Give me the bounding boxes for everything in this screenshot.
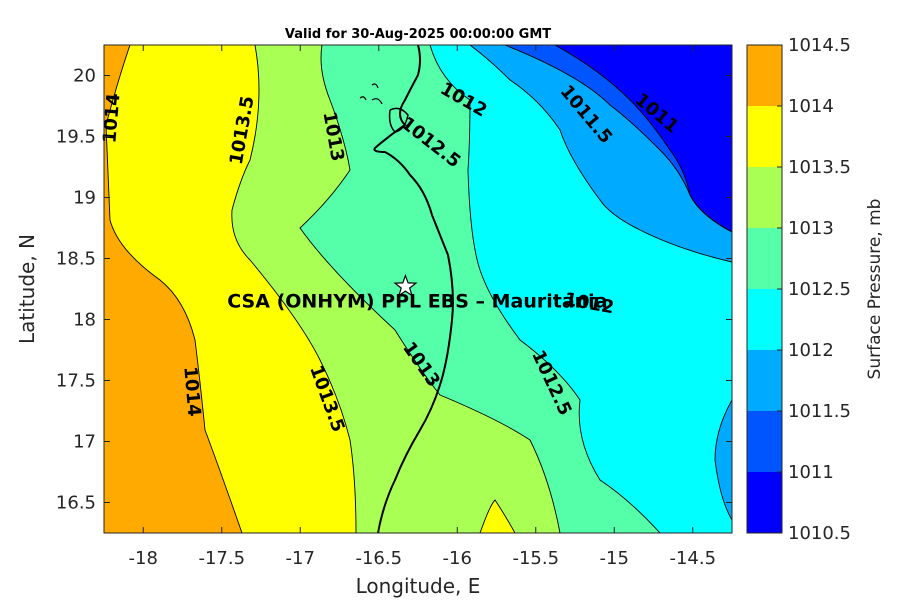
y-tick-label: 19	[73, 188, 96, 209]
x-tick-label: -17	[286, 548, 315, 569]
colorbar-tick-label: 1011	[788, 462, 834, 483]
x-tick-label: -16.5	[355, 548, 402, 569]
contour-1013.5	[231, 45, 357, 533]
colorbar-block	[747, 350, 782, 411]
contour-1012-east	[714, 399, 732, 521]
band-1010.5-1011-core	[620, 45, 732, 160]
x-axis-label: Longitude, E	[356, 574, 481, 598]
contour-1012	[469, 45, 732, 263]
colorbar-tick-label: 1011.5	[788, 401, 851, 422]
colorbar-block	[747, 472, 782, 533]
figure-title: Valid for 30-Aug-2025 00:00:00 GMT	[285, 27, 551, 42]
colorbar-block	[747, 411, 782, 472]
x-tick-label: -18	[129, 548, 158, 569]
contour-1014	[105, 45, 243, 533]
colorbar-tick-label: 1013	[788, 218, 834, 239]
x-axis-ticks: -18 -17.5 -17 -16.5 -16 -15.5 -15 -14.5	[129, 45, 716, 569]
contour-label: 1014	[179, 366, 204, 418]
y-axis-label: Latitude, N	[15, 234, 39, 344]
colorbar-block	[747, 167, 782, 228]
band-1013-1013.5-patch	[480, 500, 515, 533]
y-tick-label: 17	[73, 432, 96, 453]
colorbar-tick-label: 1012.5	[788, 279, 851, 300]
island-4	[371, 83, 379, 89]
colorbar-block	[747, 45, 782, 106]
contour-fill-layer	[104, 45, 732, 533]
x-tick-label: -16	[443, 548, 472, 569]
star-icon	[393, 273, 418, 297]
contour-1013	[299, 45, 561, 533]
contour-label: 1014	[99, 92, 124, 144]
colorbar-block	[747, 289, 782, 350]
contour-1012.5	[429, 45, 661, 533]
x-tick-label: -15.5	[512, 548, 559, 569]
band-1013.5-1014	[104, 45, 242, 533]
colorbar-blocks	[747, 45, 782, 533]
colorbar-tick-label: 1013.5	[788, 157, 851, 178]
colorbar-block	[747, 106, 782, 167]
colorbar-tick-label: 1012	[788, 340, 834, 361]
y-tick-label: 20	[73, 66, 96, 87]
contour-lines	[105, 45, 732, 533]
y-tick-label: 18.5	[56, 249, 96, 270]
island-2	[371, 98, 383, 105]
colorbar-block	[747, 228, 782, 289]
site-label: CSA (ONHYM) PPL EBS – Mauritania	[227, 291, 607, 313]
site-group: CSA (ONHYM) PPL EBS – Mauritania	[227, 273, 608, 313]
y-axis-ticks: 16.5 17 17.5 18 18.5 19 19.5 20	[56, 66, 732, 514]
island-1	[388, 107, 409, 133]
band-1012.5-1013	[231, 45, 560, 533]
colorbar-label: Surface Pressure, mb	[865, 199, 885, 380]
plot-frame	[103, 44, 733, 534]
colorbar-tick-label: 1014.5	[788, 35, 851, 56]
coastline	[359, 45, 454, 533]
x-tick-label: -17.5	[198, 548, 245, 569]
y-tick-label: 17.5	[56, 371, 96, 392]
band-1012-1012.5-mint	[300, 45, 660, 533]
colorbar-tick-label: 1010.5	[788, 523, 851, 544]
y-tick-label: 19.5	[56, 127, 96, 148]
y-tick-label: 18	[73, 310, 96, 331]
x-tick-label: -15	[600, 548, 629, 569]
x-tick-label: -14.5	[669, 548, 716, 569]
colorbar-tick-label: 1014	[788, 96, 834, 117]
island-3	[359, 96, 367, 101]
y-tick-label: 16.5	[56, 493, 96, 514]
colorbar-ticks: 1010.5 1011 1011.5 1012 1012.5 1013 1013.5 1014…	[777, 35, 851, 544]
coastline-main	[373, 45, 454, 533]
contour-1011	[554, 45, 732, 233]
colorbar: 1010.5 1011 1011.5 1012 1012.5 1013 1013.5 1014…	[746, 35, 885, 544]
band-1013-1013.5	[106, 45, 356, 533]
contour-1013-patch	[479, 499, 516, 533]
